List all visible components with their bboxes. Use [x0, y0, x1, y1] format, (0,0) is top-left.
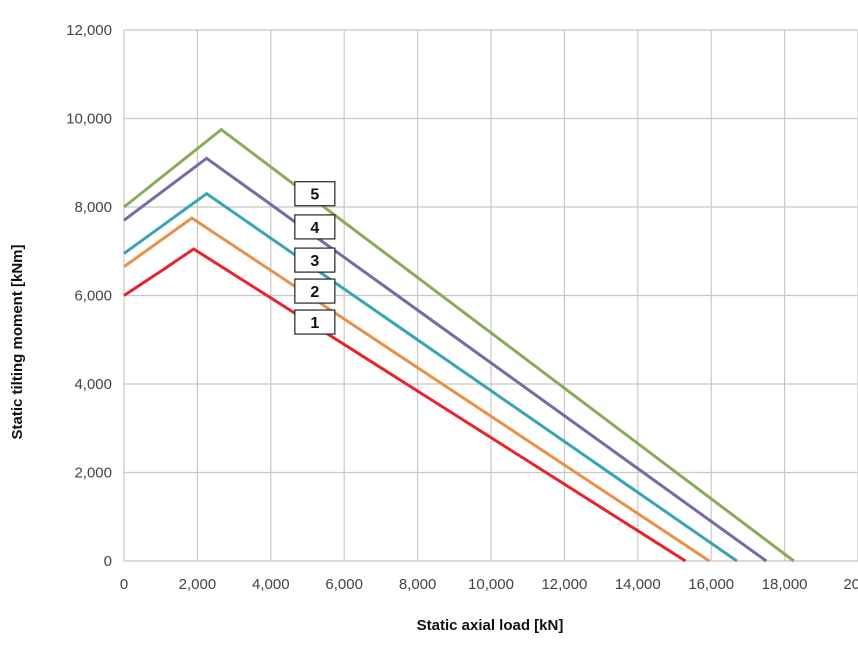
series-label-box — [294, 181, 336, 207]
series-line-5 — [123, 127, 795, 563]
x-tick-label: 14,000 — [615, 576, 661, 593]
series-lines — [123, 127, 795, 563]
y-tick-label: 4,000 — [74, 376, 112, 393]
x-tick-label: 20,0 — [843, 576, 858, 593]
series-label-text: 1 — [310, 315, 319, 332]
y-tick-label: 6,000 — [74, 288, 112, 305]
series-label-2: 2 — [294, 278, 336, 304]
series-label-text: 3 — [310, 253, 319, 270]
series-line-3 — [123, 191, 738, 563]
y-tick-label: 2,000 — [74, 465, 112, 482]
series-labels: 1 2 3 4 5 — [294, 181, 336, 335]
x-tick-label: 6,000 — [325, 576, 363, 593]
series-label-4: 4 — [294, 214, 336, 240]
series-label-box — [294, 278, 336, 304]
y-axis-title: Static tilting moment [kNm] — [9, 244, 26, 439]
x-tick-label: 12,000 — [541, 576, 587, 593]
x-tick-label: 4,000 — [252, 576, 290, 593]
x-tick-label: 16,000 — [688, 576, 734, 593]
series-line-1 — [123, 247, 687, 563]
series-label-text: 2 — [310, 284, 319, 301]
series-label-box — [294, 214, 336, 240]
y-tick-labels: 0 2,000 4,000 6,000 8,000 10,000 12,000 — [66, 22, 112, 570]
series-label-1: 1 — [294, 309, 336, 335]
x-tick-label: 0 — [120, 576, 128, 593]
series-line-4 — [123, 156, 768, 563]
series-label-text: 4 — [310, 220, 319, 237]
series-line-2 — [123, 216, 711, 563]
x-tick-labels: 0 2,000 4,000 6,000 8,000 10,000 12,000 14,000 1… — [120, 576, 858, 593]
x-tick-label: 2,000 — [179, 576, 217, 593]
x-axis-title: Static axial load [kN] — [417, 617, 564, 634]
x-tick-label: 10,000 — [468, 576, 514, 593]
series-label-box — [294, 247, 336, 273]
grid — [123, 29, 858, 562]
x-tick-label: 8,000 — [399, 576, 437, 593]
y-tick-label: 8,000 — [74, 199, 112, 216]
series-label-3: 3 — [294, 247, 336, 273]
series-label-5: 5 — [294, 181, 336, 207]
series-label-text: 5 — [310, 187, 319, 204]
series-label-box — [294, 309, 336, 335]
y-tick-label: 10,000 — [66, 111, 112, 128]
y-tick-label: 0 — [104, 553, 112, 570]
y-tick-label: 12,000 — [66, 22, 112, 39]
x-tick-label: 18,000 — [762, 576, 808, 593]
